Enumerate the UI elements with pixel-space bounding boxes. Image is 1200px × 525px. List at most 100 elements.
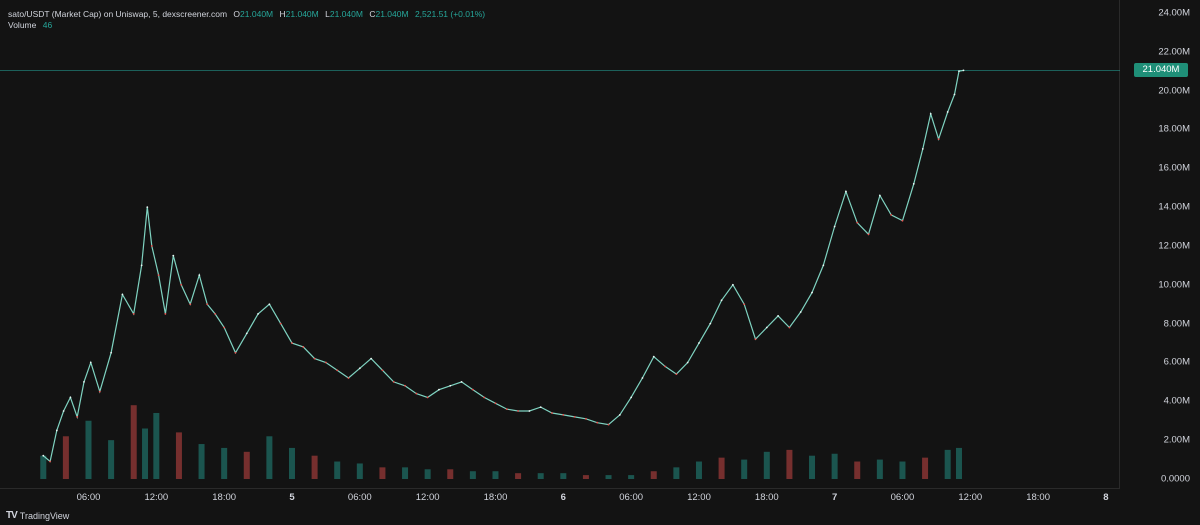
volume-bar <box>695 461 702 479</box>
x-tick-label: 18:00 <box>212 492 237 503</box>
volume-bar <box>944 449 951 479</box>
market-cap-point <box>313 357 316 360</box>
market-cap-point <box>664 365 666 368</box>
market-cap-point <box>83 381 85 383</box>
volume-bar <box>142 428 149 479</box>
market-cap-point <box>494 402 497 405</box>
market-cap-point <box>358 367 361 370</box>
y-tick-label: 0.0000 <box>1160 473 1190 485</box>
market-cap-point <box>49 460 51 463</box>
market-cap-point <box>958 70 960 73</box>
market-cap-point <box>89 361 92 364</box>
volume-bar <box>492 471 499 479</box>
volume-bar <box>537 473 544 479</box>
volume-bar <box>741 459 748 479</box>
volume-bar <box>469 471 476 479</box>
volume-bar <box>447 469 454 479</box>
market-cap-point <box>573 415 576 418</box>
market-cap-point <box>867 233 870 236</box>
volume-bar <box>628 475 635 479</box>
volume-bar <box>605 475 612 479</box>
market-cap-point <box>517 410 519 412</box>
market-cap-point <box>325 361 327 364</box>
market-cap-point <box>630 396 633 399</box>
x-tick-label: 6 <box>560 492 566 503</box>
market-cap-point <box>754 338 757 341</box>
legend-volume-value: 46 <box>42 20 53 30</box>
volume-bar <box>402 467 409 479</box>
volume-bar <box>85 420 92 479</box>
legend-open-value: 21.040M <box>240 9 274 19</box>
market-cap-point <box>652 355 655 358</box>
tradingview-logo[interactable]: TV TradingView <box>6 510 69 521</box>
market-cap-point <box>641 377 644 379</box>
market-cap-point <box>607 423 610 426</box>
x-tick-label: 12:00 <box>144 492 169 503</box>
market-cap-point <box>562 414 565 416</box>
market-cap-point <box>198 274 201 276</box>
market-cap-point <box>929 113 932 115</box>
volume-bar <box>221 447 228 479</box>
y-tick-label: 20.00M <box>1158 85 1190 97</box>
market-cap-point <box>76 415 79 418</box>
market-cap-point <box>381 369 384 372</box>
market-cap-point <box>55 429 58 432</box>
chart-canvas[interactable] <box>0 0 1120 489</box>
market-cap-point <box>214 313 217 315</box>
x-tick-label: 06:00 <box>890 492 915 503</box>
market-cap-point <box>146 206 149 209</box>
market-cap-point <box>110 351 113 354</box>
market-cap-point <box>370 357 373 360</box>
market-cap-point <box>596 421 599 424</box>
plot-area[interactable] <box>0 0 1120 489</box>
market-cap-point <box>257 313 259 315</box>
y-tick-label: 16.00M <box>1158 162 1190 174</box>
x-tick-label: 18:00 <box>1026 492 1050 503</box>
market-cap-point <box>279 322 282 325</box>
legend-volume-row: Volume 46 <box>8 20 485 31</box>
market-cap-point <box>901 219 904 222</box>
market-cap-line <box>42 69 964 463</box>
market-cap-point <box>180 283 183 286</box>
market-cap-point <box>890 213 893 216</box>
volume-bar <box>650 471 657 479</box>
volume-bar <box>288 447 295 479</box>
market-cap-point <box>438 388 440 391</box>
market-cap-point <box>777 314 780 317</box>
market-cap-point <box>962 69 965 72</box>
legend-symbol[interactable]: sato/USDT (Market Cap) on Uniswap, 5, de… <box>8 9 228 19</box>
volume-bar <box>763 451 770 479</box>
x-tick-label: 12:00 <box>415 492 440 503</box>
volume-bar <box>718 457 725 479</box>
market-cap-point <box>743 303 746 306</box>
x-tick-label: 06:00 <box>76 492 101 503</box>
market-cap-point <box>471 388 474 391</box>
x-tick-label: 18:00 <box>483 492 508 503</box>
market-cap-point <box>234 351 237 354</box>
volume-bar <box>922 457 929 479</box>
legend-volume-label[interactable]: Volume <box>8 20 37 30</box>
market-cap-point <box>946 111 949 113</box>
market-cap-point <box>347 377 350 379</box>
volume-bar <box>786 449 793 479</box>
market-cap-point <box>856 221 859 224</box>
y-tick-label: 10.00M <box>1158 279 1190 291</box>
market-cap-point <box>460 381 463 383</box>
market-cap-point <box>223 326 226 329</box>
market-cap-point <box>392 381 395 383</box>
market-cap-point <box>551 412 553 414</box>
market-cap-point <box>42 454 45 457</box>
market-cap-point <box>449 384 452 387</box>
legend-low-label: L <box>325 9 330 19</box>
volume-bar <box>130 405 137 479</box>
market-cap-point <box>426 396 429 399</box>
market-cap-point <box>921 147 924 150</box>
market-cap-point <box>415 392 418 395</box>
y-tick-label: 2.00M <box>1163 434 1190 446</box>
market-cap-point <box>765 326 768 329</box>
market-cap-point <box>822 264 825 267</box>
market-cap-point <box>483 396 486 399</box>
legend-symbol-row: sato/USDT (Market Cap) on Uniswap, 5, de… <box>8 9 485 20</box>
legend-close-label: C <box>369 9 376 19</box>
